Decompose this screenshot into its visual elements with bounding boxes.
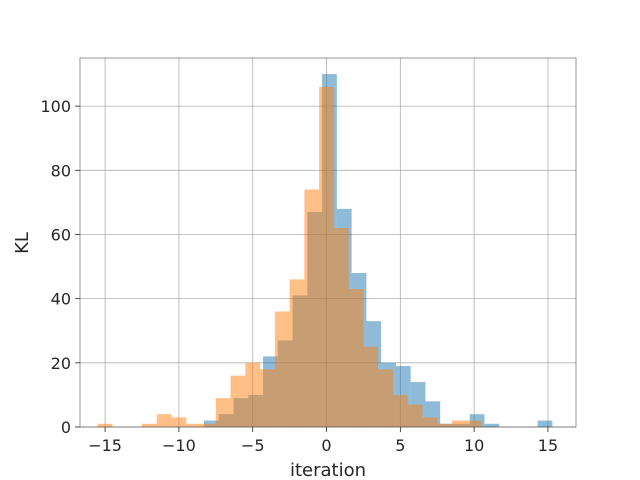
x-tick-label: 10 xyxy=(464,436,484,455)
histogram-bar xyxy=(319,86,334,427)
histogram-bar xyxy=(274,311,290,427)
x-tick-label: 0 xyxy=(321,436,331,455)
y-tick-label: 0 xyxy=(61,418,71,437)
histogram-bar xyxy=(230,375,246,427)
histogram-bar xyxy=(407,404,423,427)
histogram-bar xyxy=(289,279,305,427)
histogram-bar xyxy=(245,362,261,427)
histogram-bar xyxy=(156,414,172,427)
y-tick-label: 40 xyxy=(51,290,71,309)
y-tick-label: 100 xyxy=(40,97,71,116)
histogram-bars xyxy=(97,74,553,427)
histogram-bar xyxy=(437,423,452,427)
x-axis-ticks: −15 −10 −5 0 5 10 15 xyxy=(88,427,558,455)
x-tick-label: 15 xyxy=(538,436,558,455)
histogram-bar xyxy=(422,417,438,427)
histogram-bar xyxy=(260,369,275,427)
histogram-bar xyxy=(171,417,187,427)
x-axis-label: iteration xyxy=(290,460,366,480)
histogram-bar xyxy=(304,189,320,427)
x-tick-label: −10 xyxy=(162,436,196,455)
y-tick-label: 20 xyxy=(51,354,71,373)
x-tick-label: −15 xyxy=(88,436,122,455)
histogram-bar xyxy=(392,394,408,427)
plot-frame xyxy=(79,57,577,428)
y-axis-ticks: 0 20 40 60 80 100 xyxy=(40,97,80,437)
histogram-bar xyxy=(363,346,379,427)
histogram-bar xyxy=(201,423,216,427)
histogram-bar xyxy=(537,420,553,427)
histogram-series xyxy=(97,86,482,427)
x-tick-label: −5 xyxy=(241,436,265,455)
histogram-bar xyxy=(186,423,202,427)
histogram-bar xyxy=(348,289,364,427)
histogram-bar xyxy=(378,369,393,427)
histogram-bar xyxy=(215,398,231,427)
histogram-bar xyxy=(97,423,113,427)
histogram-bar xyxy=(466,420,482,427)
histogram-bar xyxy=(142,423,157,427)
histogram-bar xyxy=(484,423,500,427)
y-tick-label: 60 xyxy=(51,225,71,244)
histogram-bar xyxy=(333,228,349,427)
y-tick-label: 80 xyxy=(51,161,71,180)
histogram-bar xyxy=(452,420,467,427)
y-axis-label: KL xyxy=(12,232,33,254)
x-tick-label: 5 xyxy=(395,436,405,455)
